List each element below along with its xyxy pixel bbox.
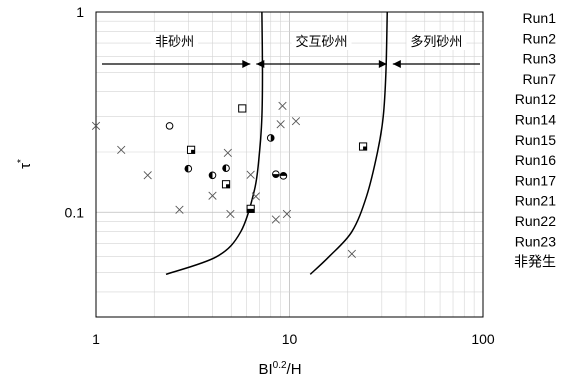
region-label: 多列砂州 bbox=[410, 34, 462, 50]
x-marker bbox=[272, 216, 280, 224]
square-marker-fill bbox=[226, 184, 230, 188]
data-point bbox=[209, 172, 216, 179]
legend-item-label: Run12 bbox=[515, 91, 556, 107]
region-label: 非砂州 bbox=[155, 35, 194, 50]
legend-item-label: Run17 bbox=[515, 172, 556, 188]
boundary-curve bbox=[310, 12, 387, 274]
data-point bbox=[166, 123, 173, 130]
legend-item-label: Run21 bbox=[515, 193, 556, 209]
x-tick-label: 100 bbox=[471, 331, 495, 347]
data-point bbox=[223, 165, 230, 172]
square-marker-fill bbox=[191, 150, 195, 154]
y-axis-title: τ* bbox=[16, 159, 34, 169]
boundary-curve bbox=[166, 12, 262, 274]
data-point bbox=[247, 205, 254, 212]
x-marker bbox=[224, 149, 232, 157]
y-tick-label: 0.1 bbox=[65, 204, 85, 220]
data-point bbox=[273, 171, 280, 178]
grid bbox=[96, 12, 483, 317]
square-marker-fill bbox=[247, 209, 254, 213]
data-points bbox=[92, 102, 366, 258]
x-marker bbox=[117, 146, 125, 154]
legend-item-label: Run1 bbox=[523, 10, 557, 26]
x-marker bbox=[279, 102, 287, 110]
regions: 非砂州 交互砂州 多列砂州 bbox=[102, 32, 480, 68]
square-marker bbox=[239, 105, 246, 112]
square-marker-fill bbox=[363, 147, 367, 151]
legend-item-label: Run7 bbox=[523, 71, 557, 87]
x-tick-label: 10 bbox=[282, 331, 298, 347]
legend-item-label: Run14 bbox=[515, 112, 556, 128]
data-point bbox=[222, 181, 229, 188]
x-marker bbox=[227, 210, 235, 218]
data-point bbox=[144, 171, 152, 179]
data-point bbox=[247, 171, 255, 179]
data-point bbox=[292, 117, 300, 125]
legend-item-label: Run22 bbox=[515, 213, 556, 229]
y-tick-label: 1 bbox=[76, 4, 84, 20]
x-marker bbox=[144, 171, 152, 179]
legend-item-label: Run2 bbox=[523, 30, 557, 46]
data-point bbox=[272, 216, 280, 224]
data-point bbox=[224, 149, 232, 157]
region-arrow-head bbox=[393, 60, 401, 68]
data-point bbox=[279, 102, 287, 110]
data-point bbox=[267, 135, 274, 142]
data-point bbox=[239, 105, 246, 112]
legend: Run1 Run2 Run3 Run7 Run12 Run14 Run15 Run16 Run1… bbox=[514, 10, 556, 270]
x-tick-label: 1 bbox=[92, 331, 100, 347]
data-point bbox=[185, 165, 192, 172]
data-point bbox=[359, 143, 366, 150]
boundary-curves bbox=[166, 12, 387, 274]
data-point bbox=[187, 146, 194, 153]
legend-item-label: 非発生 bbox=[514, 254, 556, 270]
legend-item-label: Run15 bbox=[515, 132, 556, 148]
x-marker bbox=[247, 171, 255, 179]
region-label: 交互砂州 bbox=[296, 34, 348, 50]
data-point bbox=[227, 210, 235, 218]
circle-marker bbox=[166, 123, 173, 130]
data-point bbox=[117, 146, 125, 154]
data-point bbox=[280, 173, 287, 180]
x-axis-title: BI0.2/H bbox=[258, 360, 301, 378]
legend-item-label: Run3 bbox=[523, 51, 557, 67]
legend-item-label: Run16 bbox=[515, 152, 556, 168]
legend-item-label: Run23 bbox=[515, 233, 556, 249]
x-marker bbox=[292, 117, 300, 125]
